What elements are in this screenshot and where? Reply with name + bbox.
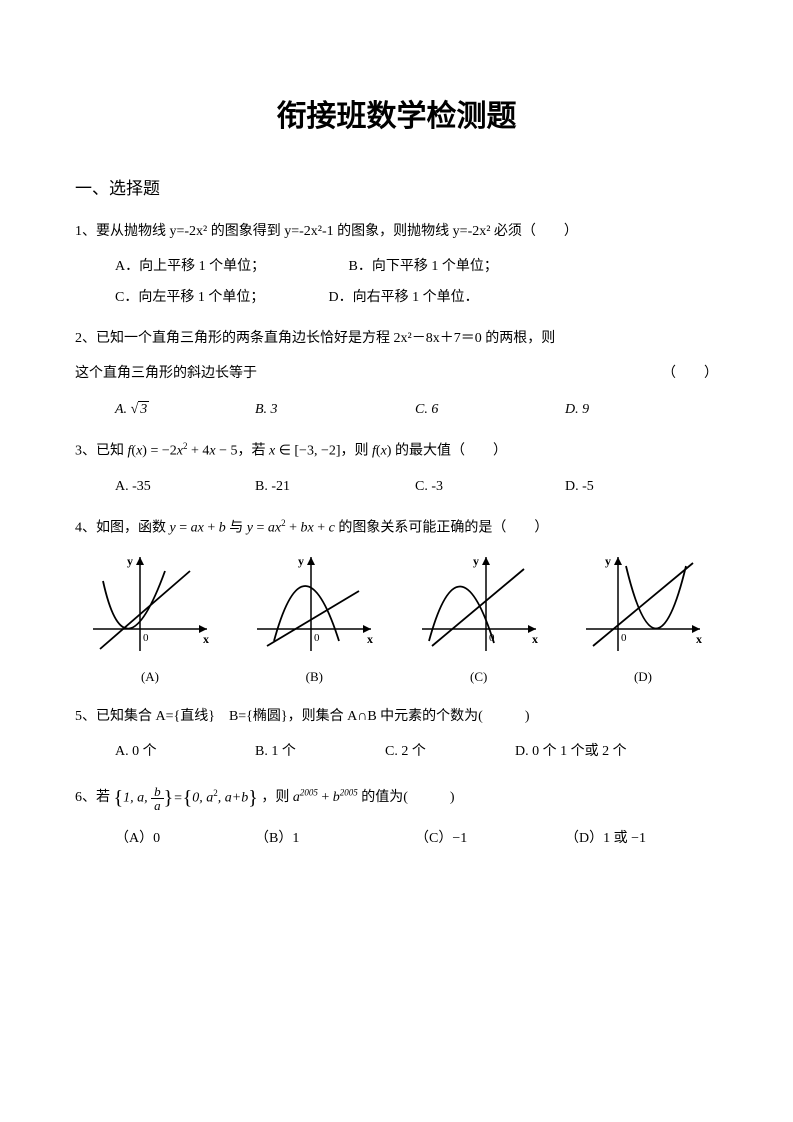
svg-text:0: 0 bbox=[621, 632, 627, 644]
question-4: 4、如图，函数 y = ax + b 与 y = ax2 + bx + c 的图… bbox=[75, 515, 718, 688]
q6-exp2: 2005 bbox=[340, 788, 358, 798]
q5-opt-d: D. 0 个 1 个或 2 个 bbox=[515, 739, 627, 764]
q1-opt-a: A．向上平移 1 个单位； bbox=[115, 254, 345, 279]
q1-opt-c: C．向左平移 1 个单位； bbox=[115, 285, 325, 310]
brace-left2-icon: { bbox=[183, 780, 193, 816]
q6-frac-num: b bbox=[151, 785, 164, 799]
q6-opt-c: （C）−1 bbox=[415, 826, 565, 851]
graph-b-svg: x y 0 bbox=[249, 551, 379, 661]
fraction-icon: b a bbox=[151, 785, 164, 812]
q6-opt-d: （D）1 或 −1 bbox=[565, 826, 715, 851]
brace-right-icon: } bbox=[164, 780, 174, 816]
q1-opt-b: B．向下平移 1 个单位； bbox=[349, 254, 498, 279]
svg-text:0: 0 bbox=[314, 632, 320, 644]
q2-paren: （ ） bbox=[662, 361, 718, 386]
q6-eq: = bbox=[173, 786, 182, 811]
svg-text:y: y bbox=[298, 554, 304, 568]
q6-post2: 的值为( ) bbox=[361, 791, 454, 806]
q4-label-d: (D) bbox=[578, 665, 708, 688]
q2-opt-b: B. 3 bbox=[255, 397, 415, 422]
q2-text-1: 2、已知一个直角三角形的两条直角边长恰好是方程 2x²－8x＋7＝0 的两根，则 bbox=[75, 331, 555, 346]
graph-d-svg: x y 0 bbox=[578, 551, 708, 661]
q2-a-label: A. bbox=[115, 402, 127, 417]
q2-line1: 2、已知一个直角三角形的两条直角边长恰好是方程 2x²－8x＋7＝0 的两根，则 bbox=[75, 326, 718, 351]
q1-opt-d: D．向右平移 1 个单位． bbox=[329, 285, 479, 310]
q4-graph-c: x y 0 (C) bbox=[414, 551, 544, 688]
brace-left-icon: { bbox=[114, 780, 124, 816]
q6-opt-a: （A）0 bbox=[115, 826, 255, 851]
q3-opt-b: B. -21 bbox=[255, 474, 415, 499]
q2-opt-a: A. 3 bbox=[115, 397, 255, 422]
q5-opt-a: A. 0 个 bbox=[115, 739, 255, 764]
question-5: 5、已知集合 A={直线} B={椭圆}，则集合 A∩B 中元素的个数为( ) … bbox=[75, 704, 718, 764]
q6-a: a bbox=[293, 791, 300, 806]
question-6: 6、若 { 1, a, b a } = { 0, a2, a+b } ，则 a2… bbox=[75, 780, 718, 851]
q5-text: 5、已知集合 A={直线} B={椭圆}，则集合 A∩B 中元素的个数为( ) bbox=[75, 704, 718, 729]
brace-right2-icon: } bbox=[248, 780, 258, 816]
q5-opt-c: C. 2 个 bbox=[385, 739, 515, 764]
graph-c-svg: x y 0 bbox=[414, 551, 544, 661]
q6-text: 6、若 { 1, a, b a } = { 0, a2, a+b } ，则 a2… bbox=[75, 780, 718, 816]
q6-frac-den: a bbox=[151, 799, 164, 812]
q1-text: 1、要从抛物线 y=-2x² 的图象得到 y=-2x²-1 的图象，则抛物线 y… bbox=[75, 219, 718, 244]
svg-text:0: 0 bbox=[143, 632, 149, 644]
svg-text:y: y bbox=[127, 554, 133, 568]
q6-b: b bbox=[333, 791, 340, 806]
q2-a-val: 3 bbox=[138, 401, 149, 417]
q4-text: 4、如图，函数 y = ax + b 与 y = ax2 + bx + c 的图… bbox=[75, 515, 718, 541]
q6-pre: 6、若 bbox=[75, 791, 110, 806]
q6-plus: + bbox=[321, 791, 332, 806]
question-1: 1、要从抛物线 y=-2x² 的图象得到 y=-2x²-1 的图象，则抛物线 y… bbox=[75, 219, 718, 311]
q3-text: 3、已知 f(x) = −2x2 + 4x − 5，若 x ∈ [−3, −2]… bbox=[75, 438, 718, 464]
svg-text:x: x bbox=[203, 632, 209, 646]
q6-post1: ，则 bbox=[261, 791, 289, 806]
q6-set-right: 0, a2, a+b bbox=[192, 785, 248, 811]
question-2: 2、已知一个直角三角形的两条直角边长恰好是方程 2x²－8x＋7＝0 的两根，则… bbox=[75, 326, 718, 422]
q2-opt-c: C. 6 bbox=[415, 397, 565, 422]
svg-text:x: x bbox=[532, 632, 538, 646]
q6-set-a: a bbox=[137, 791, 144, 806]
q5-opt-b: B. 1 个 bbox=[255, 739, 385, 764]
q4-label-b: (B) bbox=[249, 665, 379, 688]
q3-opt-d: D. -5 bbox=[565, 474, 715, 499]
sqrt-icon: 3 bbox=[131, 397, 150, 422]
page-title: 衔接班数学检测题 bbox=[75, 90, 718, 144]
svg-text:y: y bbox=[473, 554, 479, 568]
section-1-header: 一、选择题 bbox=[75, 174, 718, 205]
q4-label-c: (C) bbox=[414, 665, 544, 688]
q4-graph-d: x y 0 (D) bbox=[578, 551, 708, 688]
question-3: 3、已知 f(x) = −2x2 + 4x − 5，若 x ∈ [−3, −2]… bbox=[75, 438, 718, 499]
q4-graph-a: x y 0 (A) bbox=[85, 551, 215, 688]
q4-graphs: x y 0 (A) x y 0 (B) bbox=[75, 551, 718, 688]
q3-opt-c: C. -3 bbox=[415, 474, 565, 499]
svg-text:x: x bbox=[696, 632, 702, 646]
q2-line2: 这个直角三角形的斜边长等于 bbox=[75, 361, 257, 386]
svg-text:x: x bbox=[367, 632, 373, 646]
q4-label-a: (A) bbox=[85, 665, 215, 688]
svg-text:y: y bbox=[605, 554, 611, 568]
graph-a-svg: x y 0 bbox=[85, 551, 215, 661]
q6-opt-b: （B）1 bbox=[255, 826, 415, 851]
q2-opt-d: D. 9 bbox=[565, 397, 715, 422]
q3-opt-a: A. -35 bbox=[115, 474, 255, 499]
q6-set-1: 1, bbox=[123, 791, 134, 806]
q6-exp1: 2005 bbox=[300, 788, 318, 798]
q4-graph-b: x y 0 (B) bbox=[249, 551, 379, 688]
